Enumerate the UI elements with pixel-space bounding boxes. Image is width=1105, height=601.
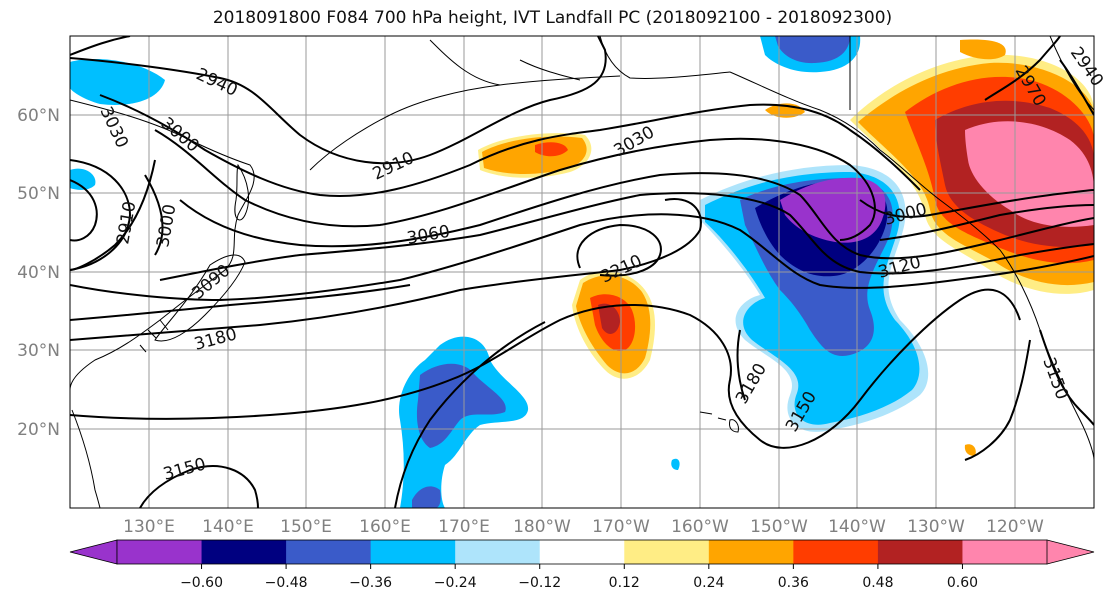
colorbar-tick-label: 0.60 (947, 575, 978, 591)
colorbar: −0.60 −0.48 −0.36 −0.24 −0.12 0.12 0.24 0.36 0.4… (69, 539, 1095, 591)
colorbar-segment (793, 540, 879, 564)
colorbar-segment (624, 540, 710, 564)
colorbar-segment (877, 540, 963, 564)
colorbar-segment (539, 540, 625, 564)
colorbar-tick-label: −0.60 (180, 575, 223, 591)
lat-label: 30°N (17, 341, 60, 361)
lat-label: 60°N (17, 106, 60, 126)
lon-label: 160°W (671, 517, 729, 537)
lon-label: 130°E (123, 517, 175, 537)
lon-label: 160°E (359, 517, 411, 537)
lon-label: 150°E (280, 517, 332, 537)
lon-label: 120°W (986, 517, 1044, 537)
colorbar-segment (201, 540, 287, 564)
latitude-labels: 60°N 50°N 40°N 30°N 20°N (17, 106, 60, 440)
lon-label: 180°W (513, 517, 571, 537)
longitude-labels: 130°E 140°E 150°E 160°E 170°E 180°W 170°… (123, 517, 1044, 537)
colorbar-segment (962, 540, 1048, 564)
graticule (70, 36, 1094, 508)
anomaly-patch (960, 39, 1006, 60)
negative-anomaly-central-pacific (700, 165, 929, 432)
anomaly-patch (671, 458, 680, 470)
colorbar-segment (370, 540, 456, 564)
colorbar-tick-label: 0.12 (609, 575, 640, 591)
anomaly-patch (775, 36, 850, 64)
anomaly-patch (70, 59, 165, 105)
colorbar-tick-label: −0.36 (349, 575, 392, 591)
lon-label: 140°W (828, 517, 886, 537)
colorbar-tick-label: −0.24 (434, 575, 477, 591)
lon-label: 130°W (907, 517, 965, 537)
anomaly-patch (535, 142, 568, 157)
colorbar-tick-label: −0.12 (518, 575, 561, 591)
colorbar-frame (116, 539, 1048, 565)
lon-label: 170°W (592, 517, 650, 537)
colorbar-segment (286, 540, 372, 564)
lon-label: 150°W (750, 517, 808, 537)
anomaly-patch (964, 444, 976, 456)
colorbar-tick-label: −0.48 (265, 575, 308, 591)
colorbar-segment (117, 540, 203, 564)
colorbar-tick-label: 0.48 (862, 575, 893, 591)
anomaly-patch (70, 168, 96, 190)
lat-label: 20°N (17, 420, 60, 440)
colorbar-extend-max (1046, 539, 1095, 565)
lat-label: 40°N (17, 263, 60, 283)
colorbar-segment (708, 540, 794, 564)
colorbar-segment (455, 540, 541, 564)
map-title: 2018091800 F084 700 hPa height, IVT Land… (212, 8, 893, 28)
map-frame (69, 35, 1095, 509)
lon-label: 170°E (438, 517, 490, 537)
colorbar-extend-min (69, 539, 118, 565)
lon-label: 140°E (202, 517, 254, 537)
height-contours (70, 36, 1094, 508)
colorbar-tick-label: 0.24 (693, 575, 724, 591)
lat-label: 50°N (17, 184, 60, 204)
colorbar-tick-label: 0.36 (778, 575, 809, 591)
